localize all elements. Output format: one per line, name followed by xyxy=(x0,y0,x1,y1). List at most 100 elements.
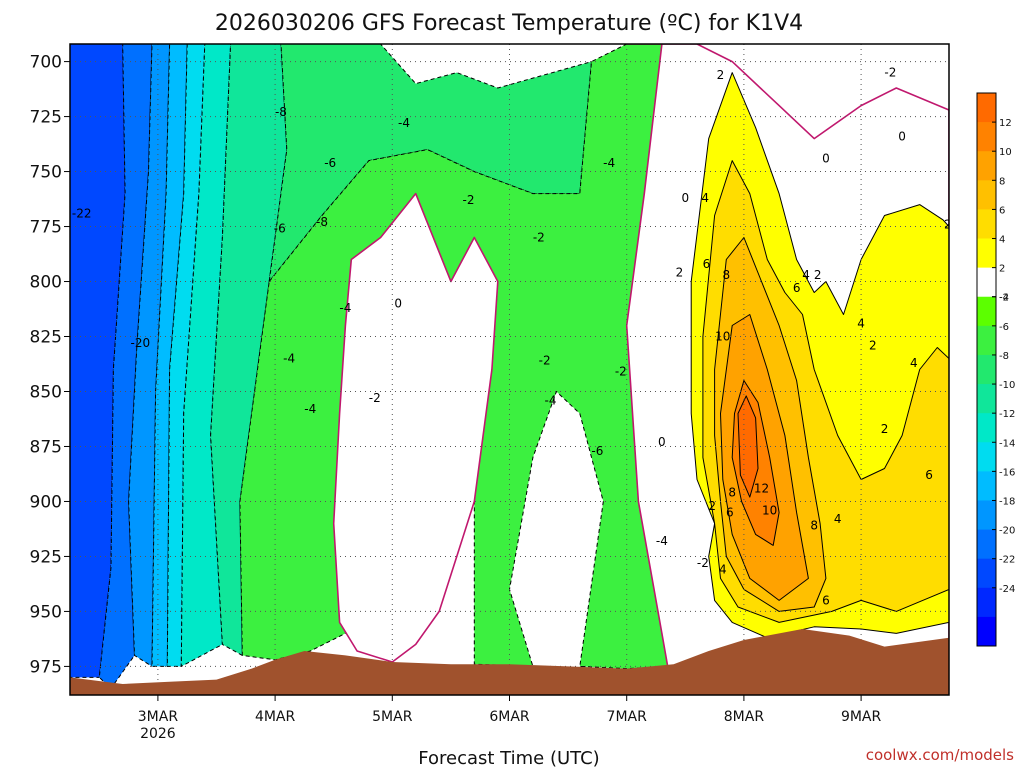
contour-label: 10 xyxy=(762,503,777,517)
contour-label: -4 xyxy=(339,301,351,315)
temperature-region-1 xyxy=(98,44,153,689)
y-tick-label: 975 xyxy=(30,657,62,677)
contour-label: 8 xyxy=(810,519,818,533)
colorbar-tick-label: -8 xyxy=(999,351,1009,362)
temperature-fill-layer xyxy=(70,44,949,690)
y-tick-label: 900 xyxy=(30,492,62,512)
contour-label: 2 xyxy=(869,338,877,352)
contour-label: 6 xyxy=(726,505,734,519)
contour-label: -2 xyxy=(462,193,474,207)
x-tick-label: 9MAR xyxy=(841,709,882,725)
y-axis-ticks: 700 725 750 775 800 825 850 875 900 925 950 975 xyxy=(30,53,70,677)
colorbar-band xyxy=(977,616,996,647)
contour-label: 2 xyxy=(676,266,684,280)
terrain-layer xyxy=(70,629,949,695)
colorbar-band xyxy=(977,558,996,589)
colorbar-band xyxy=(977,122,996,152)
colorbar-band xyxy=(977,384,996,414)
contour-label: 4 xyxy=(834,512,842,526)
colorbar-tick-label: 12 xyxy=(999,118,1012,129)
contour-label: -8 xyxy=(275,105,287,119)
colorbar-tick-label: -20 xyxy=(999,526,1015,537)
contour-label: 8 xyxy=(728,486,736,500)
grid-lines xyxy=(70,44,949,695)
colorbar-band xyxy=(977,529,996,560)
y-tick-label: 850 xyxy=(30,382,62,402)
x-tick-label: 5MAR xyxy=(372,709,413,725)
colorbar-tick-label: 8 xyxy=(999,176,1005,187)
x-tick-label: 7MAR xyxy=(607,709,648,725)
colorbar-band xyxy=(977,471,996,501)
contour-label: -6 xyxy=(591,444,603,458)
contour-label: 2 xyxy=(814,268,822,282)
contour-label: 2 xyxy=(708,499,716,513)
colorbar-tick-label: -10 xyxy=(999,380,1015,391)
contour-label: -4 xyxy=(545,393,557,407)
contour-label: -2 xyxy=(369,391,381,405)
y-tick-label: 775 xyxy=(30,218,62,238)
contour-label: -20 xyxy=(131,336,151,350)
colorbar-band xyxy=(977,238,996,269)
x-axis-label: Forecast Time (UTC) xyxy=(418,748,599,768)
colorbar-band xyxy=(977,267,996,298)
colorbar-band xyxy=(977,587,996,618)
contour-label-layer: -22-20-8-8-6-6-4-4-4-4-4-2-2-20-2 -4-2-60… xyxy=(72,66,952,608)
y-tick-label: 800 xyxy=(30,273,62,293)
contour-label: 0 xyxy=(822,151,830,165)
y-tick-label: 950 xyxy=(30,602,62,622)
contour-label: 12 xyxy=(754,481,769,495)
contour-label: 0 xyxy=(681,191,689,205)
colorbar-band xyxy=(977,354,996,385)
colorbar-tick-label: -24 xyxy=(999,584,1015,595)
x-tick-label: 4MAR xyxy=(255,709,296,725)
credit-text: coolwx.com/models xyxy=(866,746,1014,764)
chart-title: 2026030206 GFS Forecast Temperature (ºC)… xyxy=(215,11,803,36)
contour-label: 4 xyxy=(802,268,810,282)
contour-label: -2 xyxy=(539,354,551,368)
colorbar-band xyxy=(977,413,996,443)
colorbar-tick-label: -4 xyxy=(999,293,1009,304)
contour-label: 2 xyxy=(717,68,725,82)
contour-label: 6 xyxy=(822,593,830,607)
contour-label: -2 xyxy=(533,231,545,245)
contour-label: 6 xyxy=(793,281,801,295)
colorbar-tick-label: -12 xyxy=(999,409,1015,420)
contour-label: 2 xyxy=(944,217,952,231)
contour-label: -4 xyxy=(283,352,295,366)
contour-label: 6 xyxy=(925,468,933,482)
colorbar-tick-label: 2 xyxy=(999,264,1005,275)
colorbar-band xyxy=(977,296,996,327)
colorbar-tick-label: -2 xyxy=(999,293,1009,304)
y-tick-label: 825 xyxy=(30,328,62,348)
colorbar-tick-label: 10 xyxy=(999,147,1012,158)
colorbar-band xyxy=(977,93,996,123)
contour-label: 0 xyxy=(394,297,402,311)
colorbar-band xyxy=(977,442,996,472)
temperature-region-5 xyxy=(180,44,232,667)
contour-label: -4 xyxy=(603,156,615,170)
contour-label: -4 xyxy=(656,534,668,548)
x-tick-label: 6MAR xyxy=(489,709,530,725)
contour-label: 4 xyxy=(701,191,709,205)
colorbar-band xyxy=(977,180,996,210)
colorbar-tick-label: -22 xyxy=(999,555,1015,566)
y-tick-label: 725 xyxy=(30,108,62,128)
contour-label: -22 xyxy=(72,206,92,220)
contour-label: -4 xyxy=(398,116,410,130)
colorbar-band xyxy=(977,209,996,240)
contour-label: -2 xyxy=(615,365,627,379)
colorbar-tick-label: 4 xyxy=(999,235,1005,246)
contour-label: 6 xyxy=(703,257,711,271)
y-tick-label: 750 xyxy=(30,163,62,183)
contour-label: 4 xyxy=(719,563,727,577)
contour-label: -8 xyxy=(316,215,328,229)
contour-label: 2 xyxy=(881,422,889,436)
plot-area: -22-20-8-8-6-6-4-4-4-4-4-2-2-20-2 -4-2-60… xyxy=(70,44,952,695)
y-tick-label: 925 xyxy=(30,547,62,567)
colorbar-band xyxy=(977,500,996,531)
contour-label: 8 xyxy=(722,268,730,282)
colorbar-band xyxy=(977,325,996,356)
